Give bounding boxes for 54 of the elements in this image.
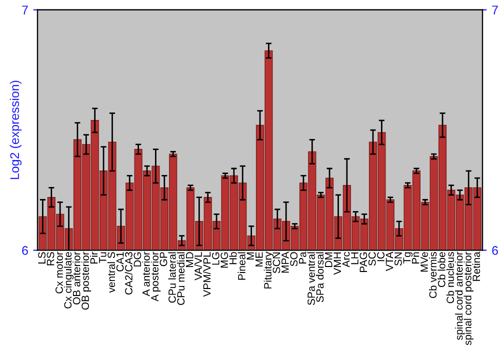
x-tick-label: A anterior — [142, 252, 150, 296]
x-tick-label: Tu — [99, 252, 106, 264]
x-tick-label: VA/VL — [194, 252, 202, 280]
x-tick-label: Hb — [229, 252, 237, 264]
x-tick-label: spinal cord anterior — [455, 252, 465, 340]
x-tick-label: Pn — [412, 252, 420, 264]
x-tick-label: DG — [134, 252, 142, 266]
x-tick-label: SCN — [272, 252, 280, 274]
x-tick-label: SN — [394, 252, 402, 266]
x-tick-label: Cb vermis — [428, 252, 437, 298]
x-tick-label: CA2/CA3 — [124, 252, 132, 295]
x-tick-label: OB anterior — [72, 252, 80, 304]
x-tick-label: MD — [186, 252, 194, 267]
x-tick-label: VPM/VPL — [202, 252, 211, 297]
x-tick-label: SO — [290, 252, 298, 266]
x-tick-label: LS — [38, 252, 46, 264]
x-tick-label: A posterior — [150, 252, 161, 302]
x-tick-label: CPu lateral — [168, 252, 176, 303]
x-tick-label: MG — [220, 252, 228, 268]
x-tick-label: SPa ventral — [307, 252, 315, 306]
x-tick-label: OB posterior — [81, 252, 92, 310]
x-tick-label: SC — [368, 252, 376, 266]
x-tick-label: Pituitary — [264, 252, 274, 288]
x-tick-label: Cx cingulate — [64, 252, 74, 308]
x-tick-label: Pineal — [238, 252, 246, 280]
x-tick-label: Arc — [342, 252, 350, 268]
x-tick-label: spinal cord posterior — [464, 252, 474, 346]
x-tick-label: Tg — [403, 252, 413, 264]
x-tick-label: Pa — [298, 252, 306, 264]
x-tick-label: GP — [160, 252, 168, 266]
x-tick-label: Cx motor — [56, 252, 63, 294]
x-tick-label: IC — [377, 252, 384, 262]
x-tick-label: M — [246, 252, 254, 260]
x-tick-label: CPu medial — [176, 252, 185, 305]
x-tick-label: CA1 — [116, 252, 124, 272]
x-tick-label: ME — [256, 252, 263, 266]
x-tick-label: Retina — [472, 252, 480, 281]
x-tick-label: LH — [351, 252, 358, 264]
x-tick-label: VTA — [386, 252, 394, 272]
x-tick-label: ventral S — [107, 252, 116, 293]
x-tick-label: RS — [46, 252, 54, 266]
x-tick-label: DM — [325, 252, 332, 267]
x-tick-label: Pir — [90, 252, 98, 264]
x-tick-label: VMH — [334, 252, 341, 275]
y2-tick-label: 6 — [492, 246, 498, 255]
y2-tick-label: 7 — [492, 6, 498, 14]
x-tick-label: SPa dorsal — [316, 252, 324, 302]
y-axis-title: Log2 (expression) — [10, 80, 22, 180]
x-tick-label: MVe — [420, 252, 428, 272]
x-tick-label: Cb nucleus — [446, 252, 454, 304]
x-tick-label: LG — [212, 252, 220, 265]
x-tick-label: PAG — [360, 252, 368, 272]
x-tick-label: MPA — [282, 252, 289, 273]
x-tick-label: Cb lobe — [438, 252, 446, 288]
